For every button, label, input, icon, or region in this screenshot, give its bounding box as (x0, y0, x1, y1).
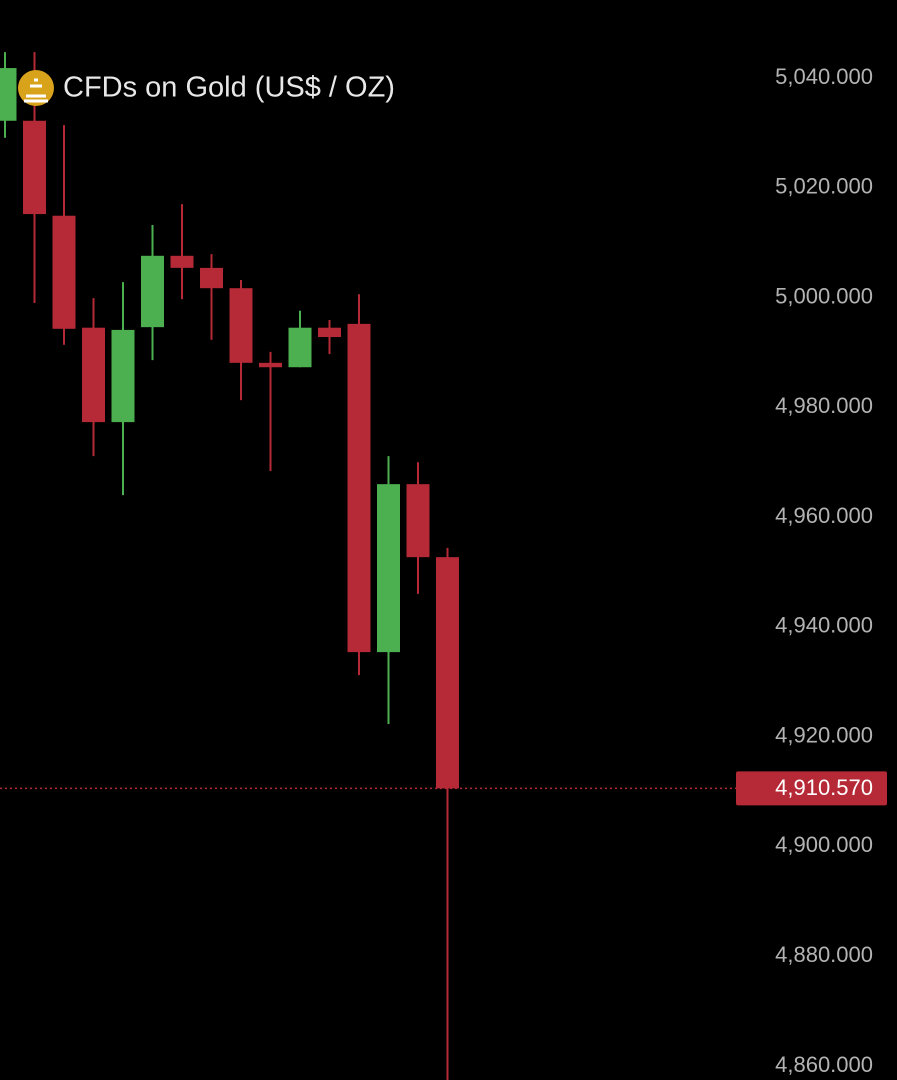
title-group: CFDs on Gold (US$ / OZ) (18, 70, 395, 106)
candle-body (288, 327, 312, 368)
candle-body (111, 329, 135, 423)
candle-body (347, 323, 371, 653)
candle-body (377, 484, 400, 653)
candle-body (52, 215, 76, 329)
y-tick-label: 5,000.000 (775, 283, 873, 308)
y-tick-label: 4,960.000 (775, 503, 873, 528)
candle-body (200, 267, 223, 289)
candle-body (170, 255, 194, 268)
y-tick-label: 4,940.000 (775, 613, 873, 638)
y-tick-label: 5,020.000 (775, 174, 873, 199)
candle-body (82, 327, 105, 423)
y-tick-label: 4,900.000 (775, 832, 873, 857)
candle-body (229, 288, 253, 363)
price-label: 4,910.570 (775, 775, 873, 800)
candle-body (259, 362, 282, 368)
candle-body (318, 327, 341, 338)
candle-body (141, 255, 164, 328)
gold-bars (24, 78, 48, 103)
candle-body (406, 484, 430, 558)
y-tick-label: 4,880.000 (775, 942, 873, 967)
y-tick-label: 4,980.000 (775, 393, 873, 418)
y-tick-label: 4,860.000 (775, 1052, 873, 1077)
candle-body (23, 120, 46, 215)
y-tick-label: 4,920.000 (775, 722, 873, 747)
y-tick-label: 5,040.000 (775, 64, 873, 89)
price-label-box (736, 771, 887, 806)
chart-title: CFDs on Gold (US$ / OZ) (63, 72, 395, 104)
candle-body (0, 68, 17, 121)
candle-body (436, 557, 459, 789)
